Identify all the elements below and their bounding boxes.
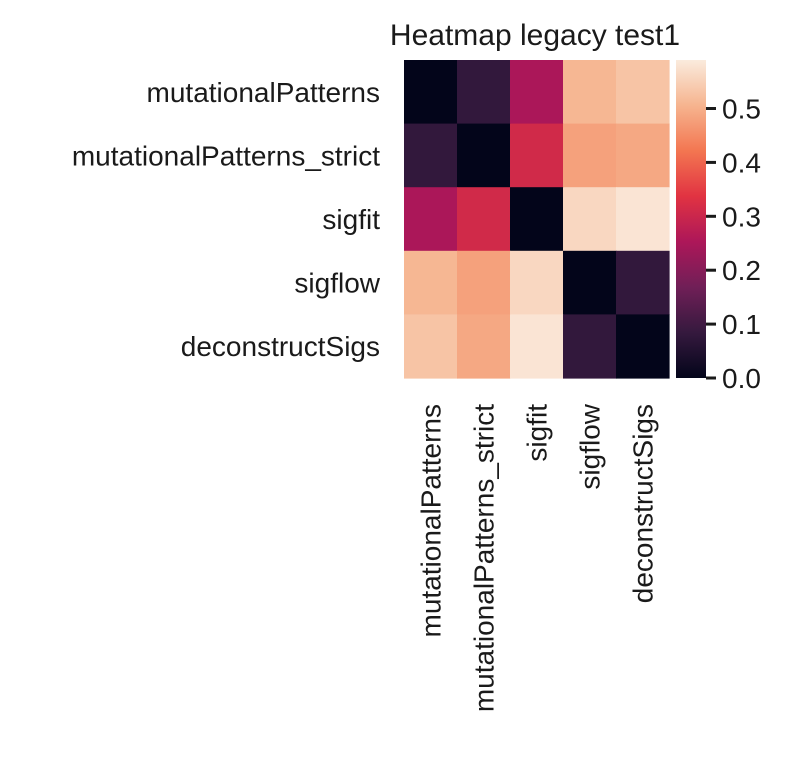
colorbar-tick-label: 0.1 xyxy=(722,309,761,340)
heatmap-cell-r2-c1 xyxy=(457,187,511,252)
column-label: mutationalPatterns xyxy=(416,404,447,637)
heatmap-cell-r3-c4 xyxy=(616,250,670,315)
heatmap-cell-r4-c3 xyxy=(563,314,617,379)
row-label: sigfit xyxy=(322,204,380,235)
heatmap-cell-r0-c0 xyxy=(404,60,458,125)
column-label: sigfit xyxy=(522,404,553,462)
heatmap-cell-r4-c2 xyxy=(510,314,564,379)
column-label: mutationalPatterns_strict xyxy=(469,404,500,712)
heatmap-cell-r0-c2 xyxy=(510,60,564,125)
row-label: deconstructSigs xyxy=(181,331,380,362)
heatmap-cell-r3-c1 xyxy=(457,250,511,315)
heatmap-cell-r1-c3 xyxy=(563,123,617,188)
row-label: sigflow xyxy=(294,268,380,299)
heatmap-cell-r2-c2 xyxy=(510,187,564,252)
colorbar-tick-label: 0.0 xyxy=(722,363,761,394)
heatmap-cell-r4-c0 xyxy=(404,314,458,379)
heatmap-cell-r2-c0 xyxy=(404,187,458,252)
heatmap-cell-r2-c4 xyxy=(616,187,670,252)
heatmap-cell-r2-c3 xyxy=(563,187,617,252)
heatmap-cell-r1-c1 xyxy=(457,123,511,188)
column-labels: mutationalPatterns mutationalPatterns_str… xyxy=(416,403,659,712)
heatmap-cell-r3-c0 xyxy=(404,250,458,315)
heatmap-cell-r0-c1 xyxy=(457,60,511,125)
column-label: sigflow xyxy=(575,403,606,489)
colorbar-tick-label: 0.3 xyxy=(722,201,761,232)
heatmap-cell-r1-c2 xyxy=(510,123,564,188)
colorbar-tick-label: 0.2 xyxy=(722,255,761,286)
colorbar-gradient xyxy=(676,60,706,378)
colorbar: 0.0 0.1 0.2 0.3 0.4 0.5 xyxy=(676,60,761,394)
row-label: mutationalPatterns xyxy=(147,77,380,108)
heatmap-cell-r3-c3 xyxy=(563,250,617,315)
heatmap-cell-r0-c3 xyxy=(563,60,617,125)
heatmap-cell-r3-c2 xyxy=(510,250,564,315)
heatmap-cell-r0-c4 xyxy=(616,60,670,125)
column-label: deconstructSigs xyxy=(628,404,659,603)
heatmap-cell-r4-c1 xyxy=(457,314,511,379)
row-labels: mutationalPatterns mutationalPatterns_str… xyxy=(72,77,381,362)
heatmap-cell-r1-c0 xyxy=(404,123,458,188)
row-label: mutationalPatterns_strict xyxy=(72,140,380,171)
colorbar-tick-label: 0.4 xyxy=(722,147,761,178)
chart-title: Heatmap legacy test1 xyxy=(390,19,680,52)
heatmap-cell-r4-c4 xyxy=(616,314,670,379)
heatmap-cell-r1-c4 xyxy=(616,123,670,188)
colorbar-tick-label: 0.5 xyxy=(722,94,761,125)
heatmap-cells xyxy=(404,60,670,379)
